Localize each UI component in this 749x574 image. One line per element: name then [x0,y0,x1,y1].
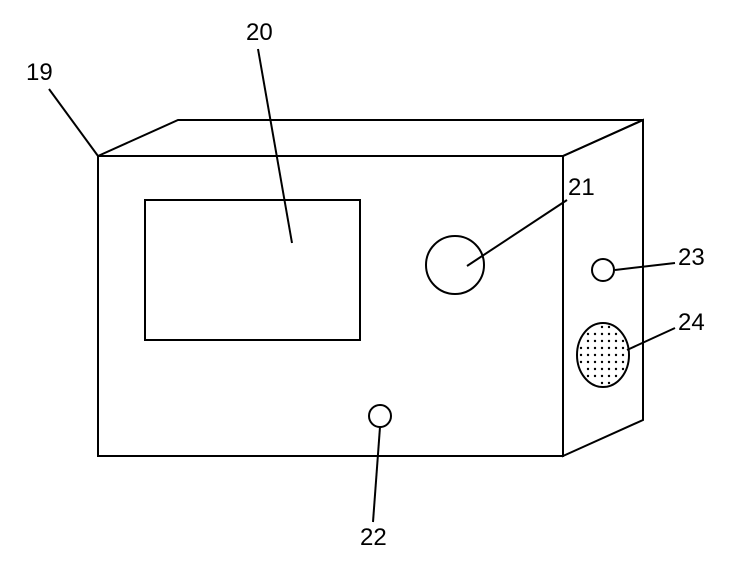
leader-line-19 [49,89,98,156]
leader-line-20 [258,49,292,243]
box-side-face [563,120,643,456]
leader-line-21 [467,200,567,266]
screen [145,200,360,340]
label-22: 22 [360,524,387,551]
leader-line-23 [615,263,675,270]
box-top-face [98,120,643,156]
side-big-ellipse-hatch [580,326,624,384]
front-small-button [369,405,391,427]
label-23: 23 [678,244,705,271]
diagram-canvas: 19 20 21 22 23 24 [0,0,749,574]
label-21: 21 [568,174,595,201]
leader-line-24 [627,328,675,350]
leader-line-22 [373,427,380,522]
side-small-circle [592,259,614,281]
knob [426,236,484,294]
label-24: 24 [678,309,705,336]
label-19: 19 [26,59,53,86]
label-20: 20 [246,19,273,46]
